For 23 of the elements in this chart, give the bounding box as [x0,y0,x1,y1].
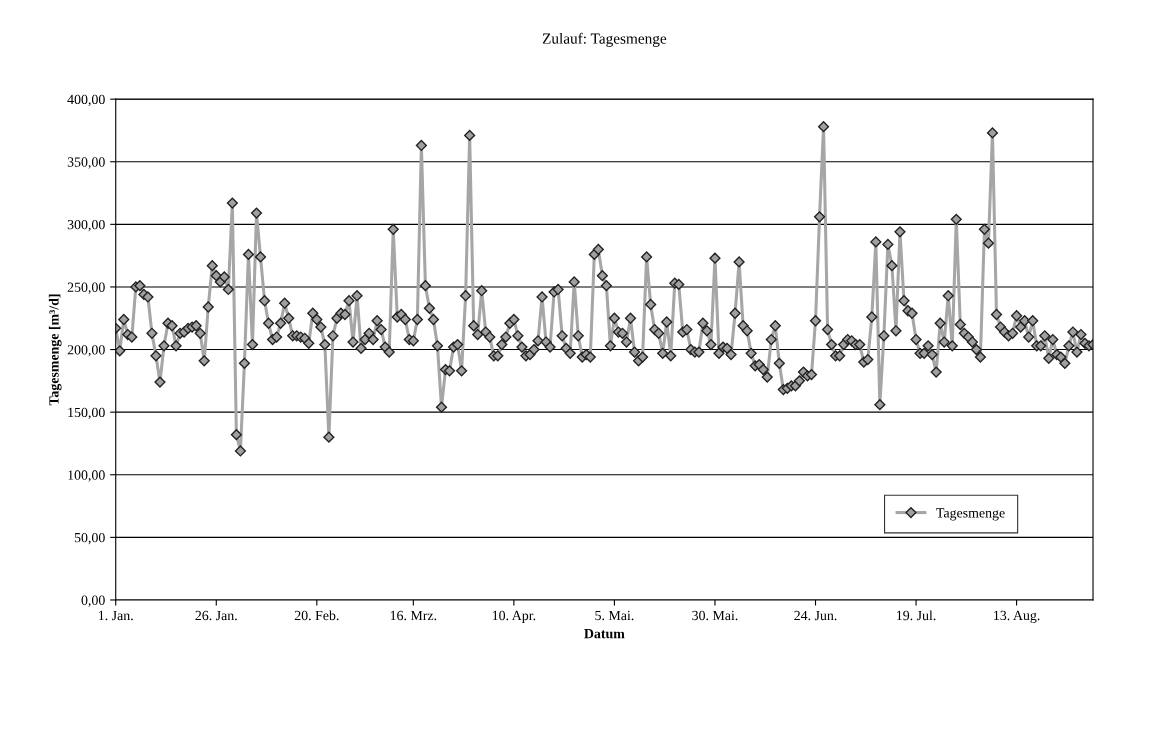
x-tick-label: 5. Mai. [595,610,634,621]
x-tick-label: 16. Mrz. [390,610,437,621]
x-axis-title: Datum [584,629,625,639]
x-tick-label: 24. Jun. [794,610,837,621]
y-tick-label: 150,00 [68,407,105,420]
y-tick-label: 400,00 [67,94,105,107]
x-tick-label: 1. Jan. [99,610,133,621]
x-tick-label: 13. Aug. [994,610,1040,623]
y-tick-label: 250,00 [67,282,105,294]
y-tick-label: 50,00 [74,532,105,545]
y-tick-label: 200,00 [67,345,105,357]
y-tick-label: 0,00 [81,595,105,607]
chart-title: Zulauf: Tagesmenge [542,32,667,47]
x-tick-label: 30. Mai. [692,610,738,621]
x-tick-label: 20. Feb. [294,610,339,621]
y-tick-label: 100,00 [68,470,105,482]
y-tick-label: 300,00 [67,219,105,232]
x-tick-label: 19. Jul. [897,610,936,621]
y-axis-title: Tagesmenge [m³/d] [48,294,62,406]
x-tick-label: 10. Apr. [492,610,536,623]
y-tick-label: 350,00 [67,157,105,169]
legend-label: Tagesmenge [936,508,1005,521]
x-tick-label: 26. Jan. [195,610,237,621]
